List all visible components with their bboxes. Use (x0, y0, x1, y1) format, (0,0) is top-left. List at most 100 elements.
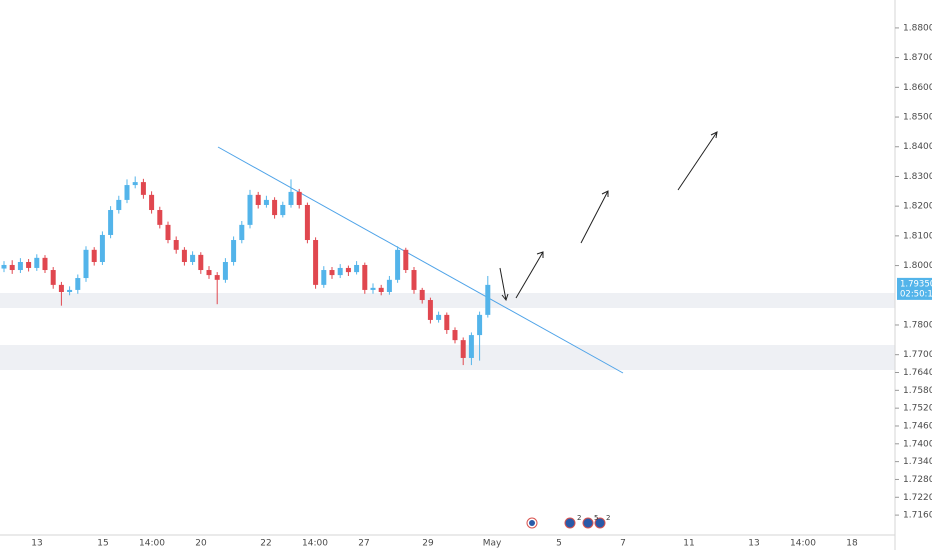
x-tick-label: 5 (556, 539, 562, 549)
candle-body (75, 278, 81, 290)
candle-body (460, 340, 466, 358)
x-tick-label: 18 (846, 539, 858, 549)
event-icon[interactable] (564, 517, 576, 529)
candle-body (26, 262, 32, 268)
candle-body (296, 191, 302, 205)
x-tick-label: 13 (748, 539, 759, 549)
y-tick-label: 1.86000 (903, 83, 932, 93)
y-tick-label: 1.73400 (903, 457, 932, 467)
candle-body (403, 249, 409, 271)
candle-body (304, 204, 310, 241)
candle-body (222, 262, 228, 280)
candle-body (124, 185, 130, 200)
candle-body (468, 335, 474, 358)
candle-body (485, 284, 491, 315)
candle-body (378, 287, 384, 293)
event-icon[interactable] (582, 517, 594, 529)
x-tick-label: 13 (31, 539, 42, 549)
event-count: 5 (594, 514, 598, 522)
x-tick-label: 15 (97, 539, 108, 549)
candle-body (1, 264, 7, 269)
last-price: 1.79350 (900, 279, 932, 289)
price-label-bg (897, 277, 932, 300)
y-tick-label: 1.75200 (903, 404, 932, 414)
candle-body (329, 270, 335, 276)
y-tick-label: 1.87000 (903, 53, 932, 63)
x-tick-label: 29 (422, 539, 434, 549)
x-tick-label: 20 (195, 539, 207, 549)
x-tick-label: 14:00 (302, 539, 328, 549)
x-tick-label: 27 (358, 539, 369, 549)
trend-line[interactable] (217, 146, 624, 374)
y-tick-label: 1.81000 (903, 231, 932, 241)
candle-body (149, 194, 155, 211)
y-tick-label: 1.74000 (903, 439, 932, 449)
candle-body (321, 270, 327, 285)
candle-body (436, 314, 442, 320)
x-tick-label: 14:00 (790, 539, 816, 549)
candle-body (108, 210, 114, 235)
candle-body (173, 240, 179, 250)
candle-body (58, 284, 64, 293)
candle-body (411, 270, 417, 290)
y-tick-label: 1.80000 (903, 261, 932, 271)
y-tick-label: 1.71600 (903, 511, 932, 521)
y-tick-label: 1.83000 (903, 172, 932, 182)
x-tick-label: 11 (683, 539, 694, 549)
candle-body (157, 210, 163, 225)
y-tick-label: 1.72800 (903, 475, 932, 485)
candle-body (206, 270, 212, 276)
candle-body (247, 194, 253, 225)
arrows (499, 131, 718, 302)
candle-body (214, 275, 220, 280)
candle-body (427, 300, 433, 320)
y-tick-label: 1.74600 (903, 421, 932, 431)
candle-body (140, 182, 146, 195)
candle-body (444, 314, 450, 331)
candle-body (99, 234, 105, 263)
candle-body (42, 257, 48, 271)
x-tick-label: May (483, 539, 502, 549)
zone (0, 345, 895, 370)
candle-body (181, 249, 187, 263)
candle-body (288, 191, 294, 205)
candle-body (263, 199, 269, 205)
y-tick-label: 1.84000 (903, 142, 932, 152)
candle-body (419, 289, 425, 301)
candle-body (280, 204, 286, 216)
candle-body (231, 240, 237, 263)
x-tick-label: 14:00 (139, 539, 165, 549)
candle-body (354, 264, 360, 273)
candle-body (67, 289, 73, 293)
candle-body (345, 267, 351, 273)
arrow (580, 190, 609, 244)
event-count: 2 (606, 514, 610, 522)
candle-body (255, 194, 261, 205)
arrow (677, 131, 718, 191)
candle-body (190, 254, 196, 263)
candle-body (50, 270, 56, 285)
x-tick-label: 22 (260, 539, 271, 549)
candle-body (477, 314, 483, 336)
y-tick-label: 1.75800 (903, 386, 932, 396)
candle-body (165, 224, 171, 241)
candle-body (91, 249, 97, 263)
candle-body (452, 330, 458, 341)
zone (0, 293, 895, 308)
candle-body (198, 254, 204, 271)
countdown: 02:50:18 (900, 289, 932, 299)
arrow (515, 251, 544, 299)
candle-body (116, 199, 122, 211)
candle-body (370, 287, 376, 290)
candle-body (272, 199, 278, 216)
y-tick-label: 1.85000 (903, 113, 932, 123)
y-tick-label: 1.88000 (903, 23, 932, 33)
candle-body (395, 249, 401, 280)
y-tick-label: 1.72200 (903, 493, 932, 503)
event-count: 2 (577, 514, 581, 522)
candle-body (17, 262, 23, 271)
event-icon[interactable] (594, 517, 606, 529)
arrow (499, 267, 509, 302)
